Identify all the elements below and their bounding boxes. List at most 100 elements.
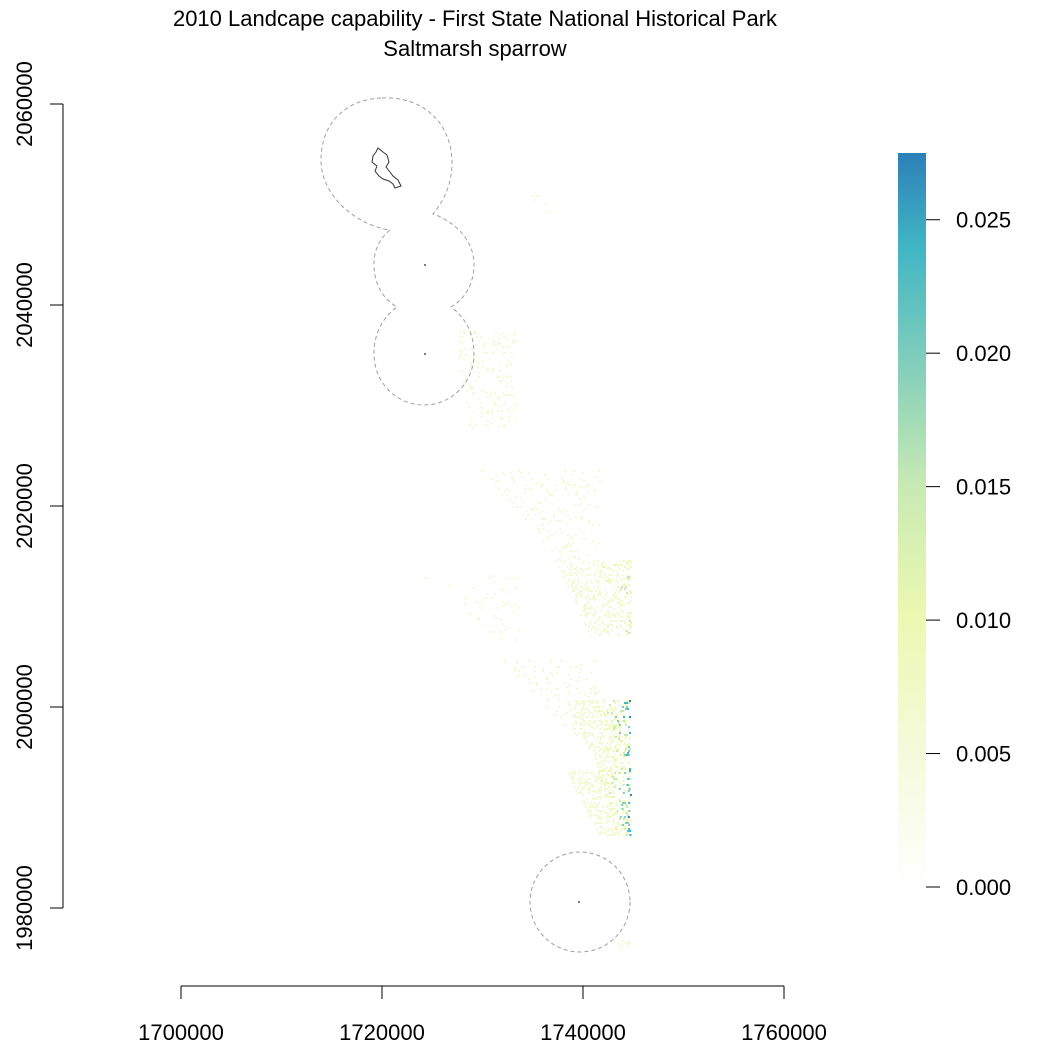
raster-cell [573,578,576,580]
raster-cell [594,824,597,826]
raster-cell [616,572,619,574]
raster-cell [494,484,497,486]
raster-cell [616,810,619,812]
raster-cell [592,722,594,724]
raster-cell [611,708,613,710]
raster-cell [568,684,570,686]
raster-cell [466,390,468,392]
raster-cell [476,619,479,621]
raster-cell [603,566,606,568]
raster-cell [568,484,571,486]
raster-cell [524,488,526,490]
raster-cell [575,574,578,576]
raster-cell [473,370,475,372]
raster-cell [563,546,566,548]
raster-cell [510,577,513,579]
raster-cell [599,732,601,734]
raster-cell [601,720,603,722]
raster-cell [575,494,578,496]
raster-cell [581,708,583,710]
raster-cell [603,728,605,730]
raster-cell [465,597,468,599]
raster-cell [583,800,586,802]
raster-cell [426,577,429,579]
raster-cell [491,412,494,414]
raster-cell [616,828,619,830]
raster-cell [596,706,598,708]
raster-cell [612,750,614,752]
raster-cell [595,570,598,572]
raster-cell [498,342,501,344]
legend-tick-label: 0.000 [956,875,1011,900]
raster-cell [599,590,601,592]
raster-cell [475,360,478,362]
raster-cell [625,630,628,632]
raster-cell [502,352,505,354]
raster-cell [575,492,578,494]
raster-cell [587,612,590,614]
raster-cell [620,742,622,744]
raster-cell [620,726,622,728]
raster-cell [623,596,626,598]
raster-cell [615,812,618,814]
raster-cell [602,706,604,708]
raster-cell [570,564,573,566]
raster-cell [600,576,603,578]
raster-cell [589,634,592,636]
raster-cell [585,586,588,588]
raster-cell [547,492,550,494]
raster-cell [623,816,626,818]
raster-cell [614,828,617,830]
raster-cell [611,740,613,742]
raster-cell [586,678,588,680]
raster-cell [618,738,620,740]
raster-cell [590,806,593,808]
raster-cell [482,390,484,392]
raster-cell [596,580,599,582]
raster-cell [576,666,578,668]
raster-cell [628,750,630,752]
raster-cell [621,800,624,802]
raster-cell [565,544,568,546]
raster-cell [506,382,509,384]
raster-cell [621,720,623,722]
raster-cell [617,612,620,614]
raster-cell [588,734,590,736]
raster-cell [610,726,612,728]
raster-cell [593,700,595,702]
raster-cell [574,706,576,708]
raster-cell [574,534,577,536]
raster-cell [600,776,603,778]
raster-cell [614,706,616,708]
raster-cell [615,612,618,614]
raster-cell [618,614,621,616]
raster-cell [587,770,589,772]
raster-cell [624,942,627,944]
raster-cell [576,722,578,724]
raster-cell [586,486,589,488]
raster-cell [621,946,623,948]
raster-cell [580,614,583,616]
raster-cell [595,752,597,754]
raster-cell [616,718,618,720]
raster-cell [583,700,585,702]
raster-cell [518,470,520,472]
raster-cell [605,630,608,632]
raster-cell [537,528,540,530]
raster-cell [579,586,582,588]
raster-cell [490,394,493,396]
raster-cell [629,744,631,746]
raster-cell [626,632,629,634]
raster-cell [566,534,569,536]
raster-cell [629,560,631,562]
raster-cell [592,702,594,704]
raster-cell [574,572,577,574]
raster-cell [570,536,573,538]
raster-cell [602,806,605,808]
raster-cell [618,944,621,946]
raster-cell [463,384,466,386]
raster-cell [627,616,630,618]
raster-cell [592,798,595,800]
raster-cell [622,610,625,612]
raster-cell [629,830,632,832]
